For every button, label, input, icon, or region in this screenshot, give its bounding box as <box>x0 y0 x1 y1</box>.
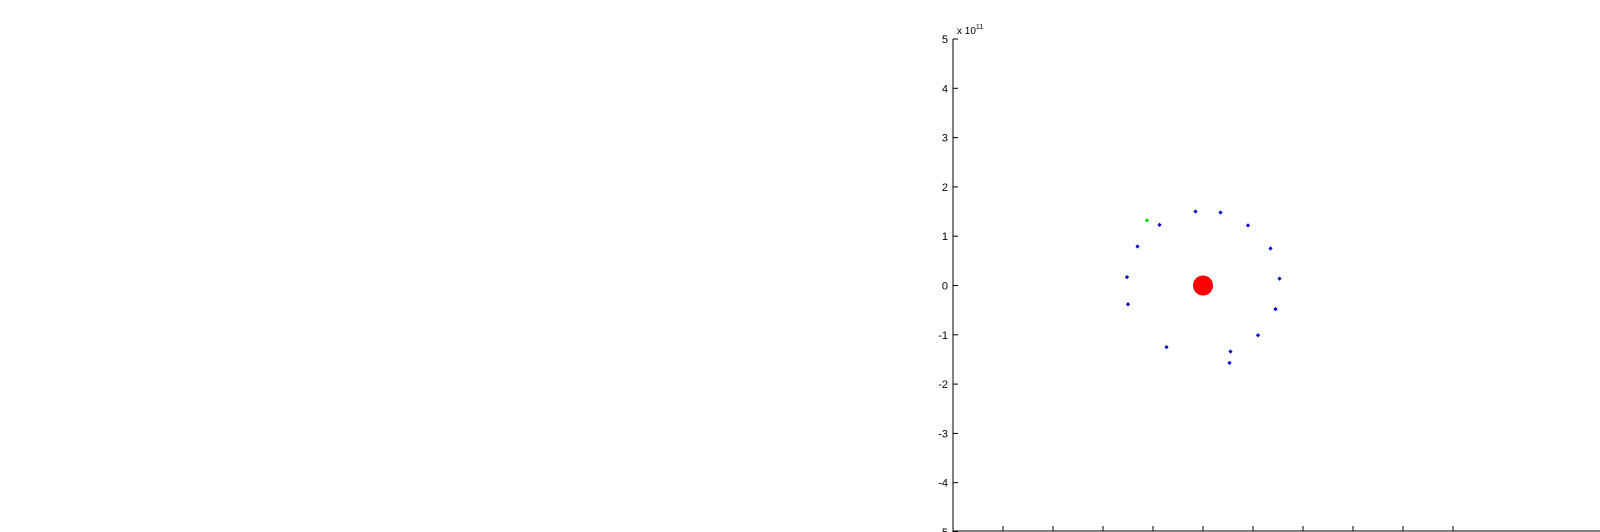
orbit-point <box>1218 210 1223 215</box>
y-tick-label: 5 <box>942 34 948 46</box>
orbit-point <box>1157 222 1162 227</box>
orbit-point <box>1245 223 1251 228</box>
x-axis-ticks <box>952 526 1454 531</box>
y-exponent-power: 11 <box>976 24 983 31</box>
orbit-point <box>1277 276 1282 281</box>
orbit-point <box>1124 274 1130 280</box>
central-body-point <box>1193 275 1213 296</box>
orbit-point <box>1255 333 1261 338</box>
y-tick-label: -2 <box>938 379 948 391</box>
y-axis-ticks: 5 4 3 2 1 0 -1 -2 -3 -4 -5 <box>938 34 958 532</box>
orbit-point <box>1135 244 1140 249</box>
orbit-point <box>1193 209 1198 214</box>
y-axis-exponent-label: x 1011 <box>957 24 983 37</box>
orbit-point <box>1273 307 1278 312</box>
y-exponent-prefix: x 10 <box>957 26 976 37</box>
orbit-point <box>1144 218 1150 223</box>
y-tick-label: 4 <box>942 83 948 95</box>
y-tick-label: -3 <box>938 428 948 440</box>
y-tick-label: -4 <box>938 478 948 490</box>
orbit-point <box>1164 345 1169 350</box>
axes <box>952 39 1600 532</box>
y-tick-label: 1 <box>942 231 948 243</box>
data-points <box>1124 209 1282 366</box>
y-tick-label: -5 <box>938 527 948 532</box>
y-tick-label: -1 <box>938 330 948 342</box>
y-tick-label: 2 <box>942 182 948 194</box>
orbit-point <box>1227 360 1232 366</box>
y-tick-label: 0 <box>942 281 948 293</box>
orbit-point <box>1268 246 1273 251</box>
y-tick-label: 3 <box>942 133 948 145</box>
orbit-point <box>1125 302 1131 307</box>
orbit-point <box>1228 349 1233 354</box>
